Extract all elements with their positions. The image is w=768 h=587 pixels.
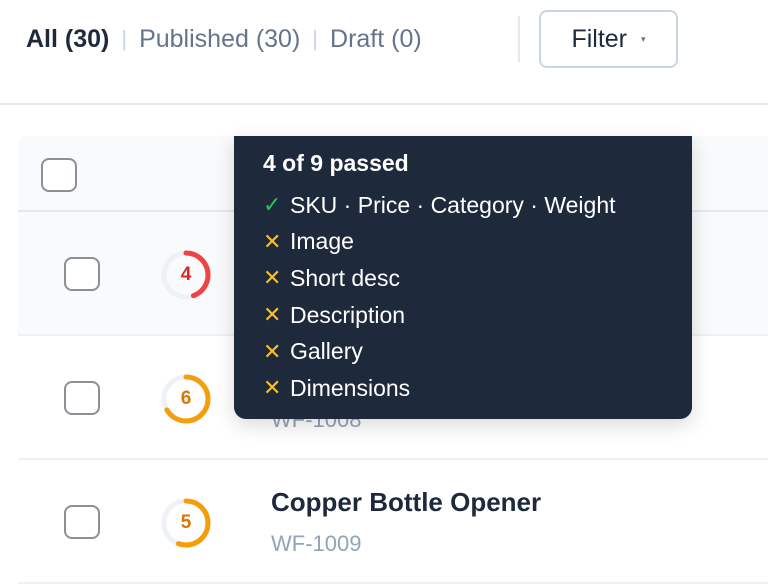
score-ring[interactable]: 4 — [159, 248, 213, 302]
score-ring-graphic — [161, 498, 211, 548]
score-value: 4 — [180, 264, 192, 285]
failed-label: Description — [290, 301, 406, 328]
product-name[interactable]: Copper Bottle Opener — [271, 487, 542, 517]
row-checkbox[interactable] — [64, 257, 100, 291]
score-ring[interactable]: 5 — [159, 496, 213, 550]
divider — [0, 103, 768, 105]
x-icon: ✕ — [263, 302, 282, 328]
failed-item: ✕ Dimensions — [263, 370, 692, 407]
filter-button[interactable]: Filter ▾ — [539, 10, 678, 68]
score-value: 6 — [180, 388, 192, 409]
filter-label: Filter — [571, 24, 628, 53]
caret-down-icon: ▾ — [641, 33, 646, 44]
score-ring-graphic — [161, 250, 211, 300]
score-ring-graphic — [161, 374, 211, 424]
select-all-checkbox[interactable] — [41, 158, 77, 192]
score-arc — [161, 250, 211, 300]
failed-label: Image — [290, 228, 354, 255]
divider: | — [312, 26, 319, 51]
divider — [518, 16, 520, 62]
passed-list: SKU · Price · Category · Weight — [290, 191, 616, 218]
x-icon: ✕ — [263, 375, 282, 401]
tab-all[interactable]: All (30) — [26, 24, 110, 53]
failed-item: ✕ Description — [263, 297, 692, 334]
divider: | — [121, 26, 128, 51]
failed-item: ✕ Short desc — [263, 260, 692, 297]
row-checkbox[interactable] — [64, 505, 100, 539]
x-icon: ✕ — [263, 265, 282, 291]
tooltip-title: 4 of 9 passed — [263, 150, 409, 176]
failed-item: ✕ Gallery — [263, 333, 692, 370]
tab-published[interactable]: Published (30) — [139, 24, 301, 53]
failed-label: Dimensions — [290, 374, 411, 401]
product-sku: WF-1009 — [271, 531, 362, 556]
tab-draft[interactable]: Draft (0) — [330, 24, 422, 53]
score-arc — [161, 374, 211, 424]
check-icon: ✓ — [263, 192, 282, 218]
score-ring[interactable]: 6 — [159, 372, 213, 426]
table-row[interactable]: 5 Copper Bottle Opener WF-1009 — [18, 460, 768, 584]
x-icon: ✕ — [263, 228, 282, 254]
status-tabs: All (30) | Published (30) | Draft (0) — [26, 22, 422, 56]
x-icon: ✕ — [263, 338, 282, 364]
score-value: 5 — [180, 512, 192, 533]
failed-label: Gallery — [290, 338, 363, 365]
failed-item: ✕ Image — [263, 224, 692, 261]
failed-label: Short desc — [290, 264, 400, 291]
score-arc — [161, 498, 211, 548]
row-checkbox[interactable] — [64, 381, 100, 415]
completeness-tooltip: 4 of 9 passed ✓ SKU · Price · Category · … — [234, 136, 692, 419]
